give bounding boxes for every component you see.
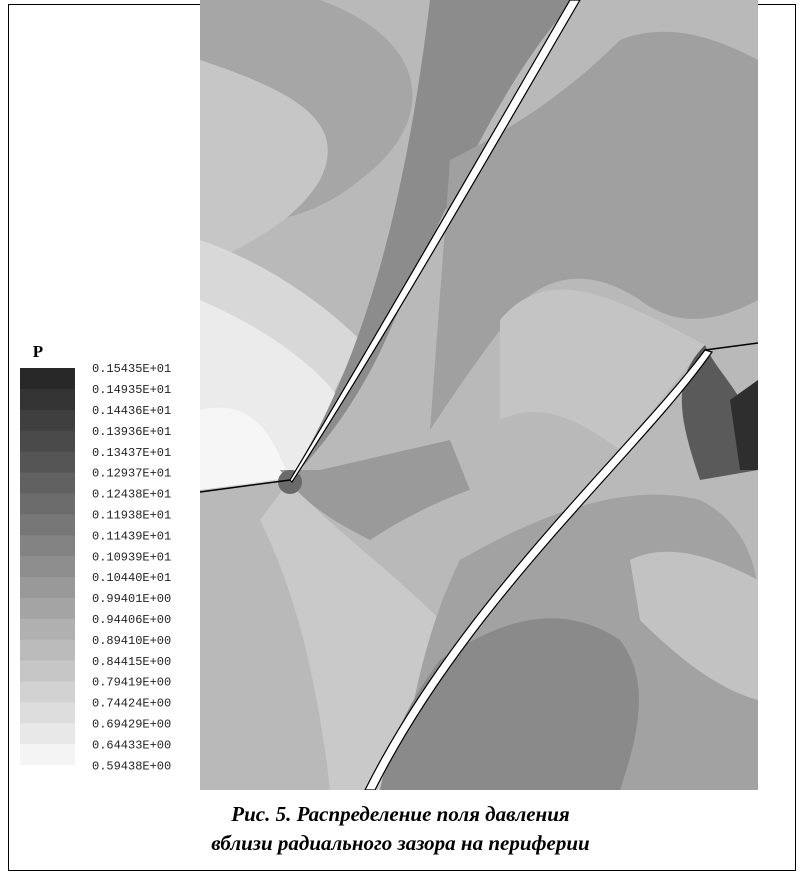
caption-line: Рис. 5. Распределение поля давления: [0, 800, 801, 829]
legend-swatch: [20, 452, 75, 473]
legend-swatch: [20, 640, 75, 661]
legend-label: 0.94406E+00: [92, 613, 171, 627]
legend-label: 0.12438E+01: [92, 488, 171, 502]
legend-label: 0.11938E+01: [92, 508, 171, 522]
legend-swatch: [20, 431, 75, 452]
legend-swatch: [20, 556, 75, 577]
legend-label: 0.89410E+00: [92, 634, 171, 648]
legend-swatch: [20, 514, 75, 535]
legend-label: 0.59438E+00: [92, 759, 171, 773]
legend-swatch: [20, 765, 75, 786]
legend-label: 0.79419E+00: [92, 676, 171, 690]
legend-swatch: [20, 723, 75, 744]
legend-swatch: [20, 410, 75, 431]
legend-label: 0.10939E+01: [92, 550, 171, 564]
legend-swatch: [20, 473, 75, 494]
legend-swatch: [20, 577, 75, 598]
legend-swatch: [20, 619, 75, 640]
legend-label: 0.12937E+01: [92, 467, 171, 481]
legend-swatch: [20, 389, 75, 410]
caption-line: вблизи радиального зазора на периферии: [0, 829, 801, 858]
legend-label: 0.99401E+00: [92, 592, 171, 606]
legend-label: 0.14436E+01: [92, 404, 171, 418]
legend-swatch: [20, 598, 75, 619]
legend-label: 0.64433E+00: [92, 738, 171, 752]
legend-title: P: [33, 342, 43, 361]
legend-swatch: [20, 682, 75, 703]
legend-swatch: [20, 493, 75, 514]
legend-label: 0.69429E+00: [92, 717, 171, 731]
legend-label: 0.14935E+01: [92, 383, 171, 397]
legend-swatch: [20, 702, 75, 723]
legend-label: 0.13437E+01: [92, 446, 171, 460]
color-legend: P 0.15435E+01 0.14935E+01 0.14436E+01 0.139…: [0, 0, 200, 800]
legend-label: 0.15435E+01: [92, 362, 171, 376]
legend-swatch: [20, 368, 75, 389]
legend-label: 0.13936E+01: [92, 425, 171, 439]
legend-swatch: [20, 535, 75, 556]
legend-label: 0.10440E+01: [92, 571, 171, 585]
legend-label: 0.11439E+01: [92, 529, 171, 543]
pressure-contour-plot: [200, 0, 758, 790]
legend-label: 0.74424E+00: [92, 697, 171, 711]
legend-swatch: [20, 661, 75, 682]
legend-swatch: [20, 744, 75, 765]
legend-label: 0.84415E+00: [92, 655, 171, 669]
page: {"legend": {"title": "P", "labels": ["0.…: [0, 0, 801, 876]
figure-caption: Рис. 5. Распределение поля давления вбли…: [0, 800, 801, 858]
